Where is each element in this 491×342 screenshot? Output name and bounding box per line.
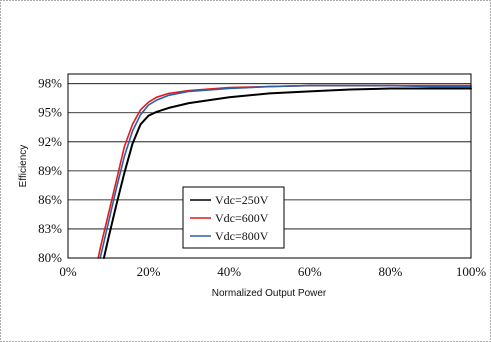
series-lines <box>97 84 472 259</box>
x-tick-label: 20% <box>137 264 161 279</box>
series-line-1 <box>102 87 472 259</box>
series-line-2 <box>97 84 472 259</box>
y-tick-label: 95% <box>38 105 62 120</box>
x-tick-label: 100% <box>456 264 487 279</box>
y-tick-label: 92% <box>38 134 62 149</box>
x-axis-title: Normalized Output Power <box>212 288 327 299</box>
legend-label-2: Vdc=600V <box>215 211 269 225</box>
y-tick-label: 80% <box>38 250 62 265</box>
x-tick-label: 80% <box>378 264 402 279</box>
y-tick-labels: 80% 83% 86% 89% 92% 95% 98% <box>38 76 62 265</box>
x-tick-label: 40% <box>217 264 241 279</box>
y-tick-label: 89% <box>38 163 62 178</box>
legend-label-1: Vdc=250V <box>215 193 269 207</box>
legend: Vdc=250V Vdc=600V Vdc=800V <box>182 186 285 249</box>
legend-label-3: Vdc=800V <box>215 229 269 243</box>
series-line-3 <box>99 84 472 259</box>
legend-box <box>182 186 285 249</box>
y-axis-title: Efficiency <box>18 145 29 188</box>
x-tick-label: 0% <box>59 264 77 279</box>
x-tick-labels: 0% 20% 40% 60% 80% 100% <box>59 264 486 279</box>
plot-area-border <box>67 73 472 259</box>
y-tick-label: 86% <box>38 192 62 207</box>
y-tick-label: 98% <box>38 76 62 91</box>
y-tick-label: 83% <box>38 221 62 236</box>
x-tick-label: 60% <box>298 264 322 279</box>
